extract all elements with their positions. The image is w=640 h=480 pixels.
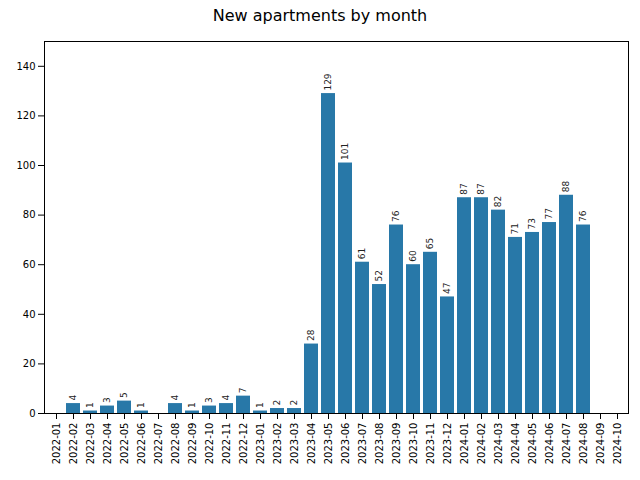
svg-text:2023-10: 2023-10 bbox=[408, 423, 419, 465]
svg-text:60: 60 bbox=[408, 250, 418, 262]
svg-text:2022-02: 2022-02 bbox=[68, 423, 79, 465]
svg-text:1: 1 bbox=[255, 402, 265, 408]
svg-text:87: 87 bbox=[476, 183, 486, 194]
svg-text:100: 100 bbox=[16, 160, 35, 171]
svg-text:76: 76 bbox=[578, 210, 588, 222]
svg-text:2023-11: 2023-11 bbox=[425, 423, 436, 465]
svg-text:2022-05: 2022-05 bbox=[119, 423, 130, 465]
svg-text:80: 80 bbox=[23, 209, 36, 220]
svg-text:2023-02: 2023-02 bbox=[272, 423, 283, 465]
svg-text:2022-06: 2022-06 bbox=[136, 423, 147, 465]
svg-text:77: 77 bbox=[544, 208, 554, 219]
svg-text:2024-03: 2024-03 bbox=[493, 423, 504, 465]
svg-text:2022-11: 2022-11 bbox=[221, 423, 232, 465]
svg-text:2022-07: 2022-07 bbox=[153, 423, 164, 465]
svg-text:4: 4 bbox=[170, 395, 180, 401]
svg-text:2024-05: 2024-05 bbox=[527, 423, 538, 465]
svg-text:4: 4 bbox=[221, 395, 231, 401]
svg-text:2022-08: 2022-08 bbox=[170, 423, 181, 465]
svg-text:2023-04: 2023-04 bbox=[306, 423, 317, 465]
svg-text:2023-07: 2023-07 bbox=[357, 423, 368, 465]
svg-text:2024-10: 2024-10 bbox=[612, 423, 623, 465]
svg-text:71: 71 bbox=[510, 223, 520, 234]
svg-text:2023-09: 2023-09 bbox=[391, 423, 402, 465]
svg-text:2024-09: 2024-09 bbox=[595, 423, 606, 465]
svg-text:2023-01: 2023-01 bbox=[255, 423, 266, 465]
svg-text:129: 129 bbox=[323, 73, 333, 90]
svg-text:40: 40 bbox=[23, 309, 36, 320]
svg-text:2024-07: 2024-07 bbox=[561, 423, 572, 465]
svg-text:82: 82 bbox=[493, 196, 503, 207]
svg-text:3: 3 bbox=[102, 397, 112, 403]
svg-text:2024-01: 2024-01 bbox=[459, 423, 470, 465]
svg-text:2022-01: 2022-01 bbox=[51, 423, 62, 465]
svg-text:0: 0 bbox=[29, 408, 35, 419]
svg-text:7: 7 bbox=[238, 387, 248, 393]
svg-text:1: 1 bbox=[187, 402, 197, 408]
svg-text:4: 4 bbox=[68, 395, 78, 401]
svg-text:61: 61 bbox=[357, 248, 367, 259]
svg-text:2024-04: 2024-04 bbox=[510, 423, 521, 465]
svg-text:2022-09: 2022-09 bbox=[187, 423, 198, 465]
svg-text:76: 76 bbox=[391, 210, 401, 222]
svg-text:2: 2 bbox=[289, 400, 299, 406]
svg-text:140: 140 bbox=[16, 61, 35, 72]
svg-text:2022-03: 2022-03 bbox=[85, 423, 96, 465]
svg-text:2023-05: 2023-05 bbox=[323, 423, 334, 465]
svg-text:2023-08: 2023-08 bbox=[374, 423, 385, 465]
svg-text:101: 101 bbox=[340, 143, 350, 160]
svg-text:2022-10: 2022-10 bbox=[204, 423, 215, 465]
html-text:New apartments by month: New apartments by month bbox=[212, 6, 428, 25]
svg-text:2: 2 bbox=[272, 400, 282, 406]
svg-text:2022-12: 2022-12 bbox=[238, 423, 249, 465]
svg-text:65: 65 bbox=[425, 238, 435, 249]
svg-text:20: 20 bbox=[23, 358, 36, 369]
svg-text:2024-06: 2024-06 bbox=[544, 423, 555, 465]
svg-text:60: 60 bbox=[23, 259, 36, 270]
svg-text:2024-08: 2024-08 bbox=[578, 423, 589, 465]
svg-text:5: 5 bbox=[119, 392, 129, 398]
svg-text:2022-04: 2022-04 bbox=[102, 423, 113, 465]
svg-text:87: 87 bbox=[459, 183, 469, 194]
svg-text:120: 120 bbox=[16, 110, 35, 121]
svg-text:1: 1 bbox=[136, 402, 146, 408]
svg-text:52: 52 bbox=[374, 270, 384, 281]
svg-text:73: 73 bbox=[527, 218, 537, 229]
svg-text:1: 1 bbox=[85, 402, 95, 408]
svg-text:47: 47 bbox=[442, 282, 452, 293]
svg-text:28: 28 bbox=[306, 329, 316, 341]
svg-text:2023-06: 2023-06 bbox=[340, 423, 351, 465]
svg-text:88: 88 bbox=[561, 181, 571, 193]
svg-text:2023-03: 2023-03 bbox=[289, 423, 300, 465]
svg-text:2024-02: 2024-02 bbox=[476, 423, 487, 465]
svg-text:3: 3 bbox=[204, 397, 214, 403]
svg-text:2023-12: 2023-12 bbox=[442, 423, 453, 465]
